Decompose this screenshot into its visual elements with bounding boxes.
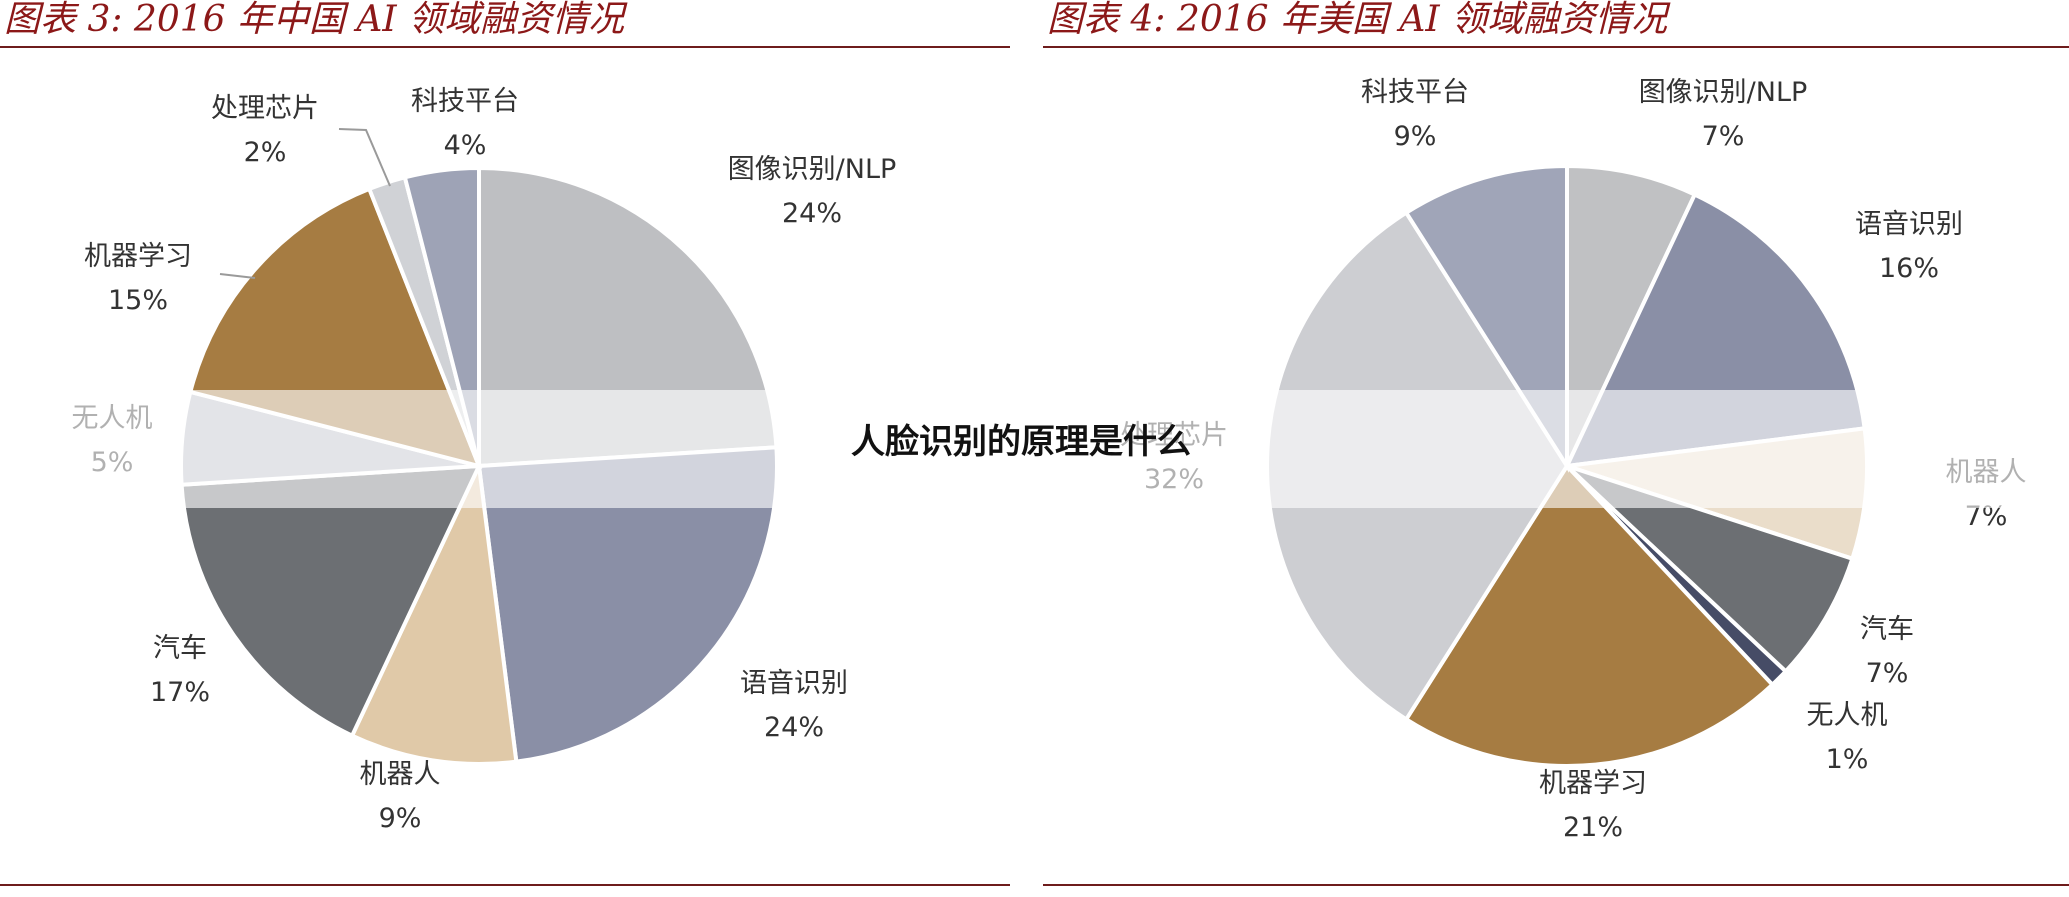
slice-percent-label: 7% bbox=[1866, 658, 1909, 689]
slice-category-label: 机器人 bbox=[360, 759, 441, 790]
pie-slice bbox=[1403, 462, 1776, 768]
slice-percent-label: 7% bbox=[1702, 121, 1745, 152]
slice-category-label: 无人机 bbox=[1807, 700, 1888, 731]
top-rule bbox=[0, 46, 1010, 48]
slice-category-label: 机器学习 bbox=[1539, 768, 1647, 799]
slice-category-label: 图像识别/NLP bbox=[1639, 77, 1808, 108]
bottom-rule bbox=[1043, 884, 2069, 886]
slice-percent-label: 24% bbox=[764, 712, 824, 743]
leader-line bbox=[338, 128, 391, 187]
overlay-title: 人脸识别的原理是什么 bbox=[851, 422, 1191, 462]
slice-category-label: 汽车 bbox=[1860, 614, 1914, 645]
slice-percent-label: 9% bbox=[379, 803, 422, 834]
slice-category-label: 图像识别/NLP bbox=[728, 154, 897, 185]
leader-line bbox=[219, 273, 256, 279]
slice-category-label: 科技平台 bbox=[411, 86, 519, 117]
slice-percent-label: 17% bbox=[150, 677, 210, 708]
slice-percent-label: 21% bbox=[1563, 812, 1623, 843]
slice-category-label: 汽车 bbox=[153, 633, 207, 664]
slice-category-label: 处理芯片 bbox=[211, 93, 319, 124]
slice-percent-label: 2% bbox=[244, 137, 287, 168]
slice-category-label: 语音识别 bbox=[740, 668, 848, 699]
slice-category-label: 语音识别 bbox=[1855, 209, 1963, 240]
chart-title: 图表 3: 2016 年中国 AI 领域融资情况 bbox=[4, 0, 625, 40]
watermark-band bbox=[0, 390, 2069, 508]
slice-percent-label: 15% bbox=[108, 285, 168, 316]
slice-category-label: 科技平台 bbox=[1361, 77, 1469, 108]
chart-title: 图表 4: 2016 年美国 AI 领域融资情况 bbox=[1047, 0, 1668, 40]
pie-slice bbox=[349, 458, 519, 766]
slice-category-label: 机器学习 bbox=[84, 241, 192, 272]
slice-percent-label: 9% bbox=[1394, 121, 1437, 152]
top-rule bbox=[1043, 46, 2069, 48]
pie-slice bbox=[1565, 464, 1855, 675]
bottom-rule bbox=[0, 884, 1010, 886]
slice-percent-label: 4% bbox=[444, 130, 487, 161]
slice-percent-label: 1% bbox=[1826, 744, 1869, 775]
slice-percent-label: 16% bbox=[1879, 253, 1939, 284]
pie-slice bbox=[179, 463, 483, 739]
slice-percent-label: 24% bbox=[782, 198, 842, 229]
